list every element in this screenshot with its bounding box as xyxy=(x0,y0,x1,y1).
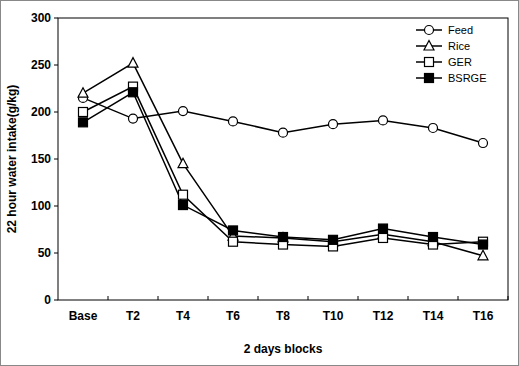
data-point xyxy=(129,114,138,123)
y-tick-label: 0 xyxy=(44,293,51,307)
x-tick xyxy=(308,296,309,300)
x-tick-label: T2 xyxy=(126,309,140,323)
data-point xyxy=(278,232,288,242)
x-tick xyxy=(208,296,209,300)
chart: 0 50 100 150 200 250 300 Base T2 T4 T6 T8 T10 T12 T14 T… xyxy=(0,0,519,366)
data-point xyxy=(478,250,488,260)
x-tick xyxy=(108,296,109,300)
data-point xyxy=(429,233,438,242)
x-tick-label: T10 xyxy=(323,309,344,323)
y-tick xyxy=(54,300,58,301)
data-point xyxy=(229,117,238,126)
data-point xyxy=(379,233,388,242)
y-axis-label: 22 hour water intake(g/kg) xyxy=(5,85,19,234)
legend-marker xyxy=(425,58,434,67)
data-point xyxy=(129,88,138,97)
data-point xyxy=(329,235,338,244)
data-point xyxy=(78,88,88,98)
data-point xyxy=(379,224,388,233)
y-tick-label: 50 xyxy=(38,246,52,260)
x-tick-label: T8 xyxy=(276,309,290,323)
data-point xyxy=(429,123,438,132)
legend-label: Rice xyxy=(448,40,470,52)
data-point xyxy=(328,236,338,246)
series-line xyxy=(83,63,483,256)
x-tick-label: T12 xyxy=(373,309,394,323)
y-tick xyxy=(54,65,58,66)
y-tick xyxy=(54,112,58,113)
x-tick xyxy=(258,296,259,300)
background xyxy=(1,1,519,366)
x-tick xyxy=(458,296,459,300)
x-tick xyxy=(358,296,359,300)
legend-label: BSRGE xyxy=(448,72,487,84)
y-tick xyxy=(54,159,58,160)
x-tick xyxy=(408,296,409,300)
x-tick xyxy=(508,296,509,300)
x-tick-label: Base xyxy=(69,309,98,323)
series-line xyxy=(83,92,483,244)
data-point xyxy=(229,237,238,246)
series-line xyxy=(83,87,483,247)
x-tick-label: T4 xyxy=(176,309,190,323)
data-point xyxy=(379,116,388,125)
legend-label: Feed xyxy=(448,24,473,36)
data-point xyxy=(479,139,488,148)
x-tick-label: T6 xyxy=(226,309,240,323)
legend-marker xyxy=(424,41,434,51)
x-tick xyxy=(158,296,159,300)
y-tick-label: 100 xyxy=(31,199,51,213)
legend: Feed Rice GER BSRGE xyxy=(416,24,487,84)
plot-area xyxy=(78,58,488,260)
data-point xyxy=(128,58,138,68)
plot-frame xyxy=(58,18,508,300)
y-tick-label: 150 xyxy=(31,152,51,166)
data-point xyxy=(178,158,188,168)
y-tick xyxy=(54,206,58,207)
y-tick-label: 200 xyxy=(31,105,51,119)
data-point xyxy=(229,226,238,235)
data-point xyxy=(179,107,188,116)
data-point xyxy=(479,240,488,249)
data-point xyxy=(79,108,88,117)
y-tick-label: 300 xyxy=(31,11,51,25)
x-tick-label: T16 xyxy=(473,309,494,323)
data-point xyxy=(79,118,88,127)
legend-marker xyxy=(425,74,434,83)
legend-marker xyxy=(425,26,434,35)
data-point xyxy=(329,120,338,129)
y-tick xyxy=(54,253,58,254)
data-point xyxy=(279,128,288,137)
data-point xyxy=(279,233,288,242)
y-tick-label: 250 xyxy=(31,58,51,72)
y-tick xyxy=(54,18,58,19)
x-axis-label: 2 days blocks xyxy=(244,342,323,356)
series-line xyxy=(83,98,483,143)
data-point xyxy=(179,201,188,210)
legend-label: GER xyxy=(448,56,472,68)
data-point xyxy=(179,190,188,199)
x-tick-label: T14 xyxy=(423,309,444,323)
